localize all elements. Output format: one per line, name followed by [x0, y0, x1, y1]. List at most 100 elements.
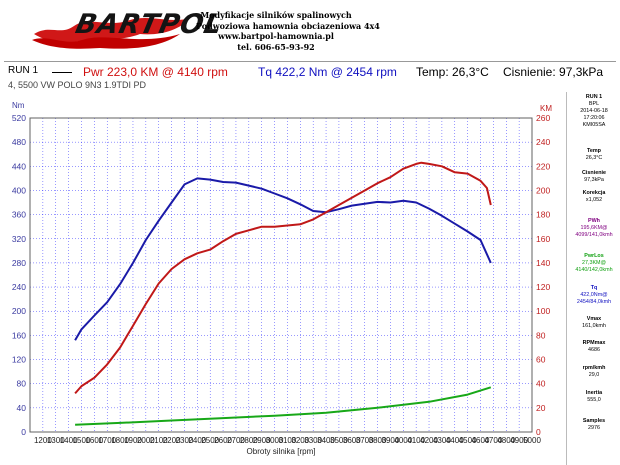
x-tick-label: 3400: [317, 436, 335, 445]
x-tick-label: 2500: [201, 436, 219, 445]
sidebar-stat: RPMmax 4686: [567, 340, 620, 354]
sidebar-stat-value: 26,3°C: [585, 155, 603, 161]
sidebar-stat-value: 161,0kmh: [582, 323, 606, 329]
sidebar-stat-value: 4099/141,0kmh: [575, 232, 613, 238]
sidebar-stat-value: 97,3kPa: [584, 177, 604, 183]
sidebar-stat-value: 29,0: [588, 372, 600, 378]
bartpol-logo: BARTPOL: [30, 6, 226, 52]
x-tick-label: 4600: [472, 436, 490, 445]
x-tick-label: 1300: [47, 436, 65, 445]
left-tick-label: 200: [12, 306, 26, 316]
x-tick-label: 1600: [85, 436, 103, 445]
series-line-tq: [74, 177, 492, 341]
sidebar-stat-value: BPL: [588, 101, 600, 107]
left-tick-label: 0: [21, 427, 26, 437]
right-axis-unit: KM: [540, 104, 552, 113]
temperature-summary: Temp: 26,3°C: [416, 65, 489, 79]
sidebar-stat-value: 2976: [588, 425, 600, 431]
x-tick-label: 2800: [240, 436, 258, 445]
x-tick-label: 4100: [407, 436, 425, 445]
x-tick-label: 4300: [433, 436, 451, 445]
plot-frame: [29, 117, 533, 433]
left-tick-label: 80: [17, 379, 27, 389]
sidebar-stat: Tq 422,0Nm@ 2454/84,0kmh: [567, 285, 620, 306]
sidebar-stat-label: Tq: [590, 285, 598, 291]
sidebar-stat: PwrLos 27,3KM@ 4140/142,0kmh: [567, 253, 620, 274]
x-tick-label: 4700: [484, 436, 502, 445]
sidebar-stat-value: KMI05SA: [582, 122, 606, 128]
sidebar-stat-label: Temp: [587, 148, 601, 154]
torque-summary: Tq 422,2 Nm @ 2454 rpm: [258, 65, 397, 79]
right-tick-label: 160: [536, 234, 550, 244]
sidebar-stat: Temp 26,3°C: [567, 148, 620, 162]
run-summary: RUN 1 Pwr 223,0 KM @ 4140 rpm Tq 422,2 N…: [0, 65, 620, 83]
x-tick-label: 3600: [343, 436, 361, 445]
sidebar-stat-label: PWh: [588, 218, 600, 224]
left-tick-label: 280: [12, 258, 26, 268]
sidebar-stat: rpm/kmh 29,0: [567, 365, 620, 379]
right-tick-label: 60: [536, 355, 546, 365]
pressure-summary: Cisnienie: 97,3kPa: [503, 65, 604, 79]
run-legend-line: [52, 72, 72, 73]
header-divider: [4, 61, 616, 62]
sidebar-stat-value: 4140/142,0kmh: [575, 267, 613, 273]
left-tick-label: 40: [17, 403, 27, 413]
right-tick-label: 180: [536, 210, 550, 220]
x-tick-label: 3300: [304, 436, 322, 445]
left-axis-unit: Nm: [12, 101, 25, 110]
right-tick-label: 20: [536, 403, 546, 413]
sidebar-stat-value: 2014-06-18: [580, 108, 608, 114]
left-tick-label: 240: [12, 282, 26, 292]
x-tick-label: 3900: [382, 436, 400, 445]
sidebar-stat-label: Inertia: [585, 390, 603, 396]
sidebar-stat-label: rpm/kmh: [582, 365, 606, 371]
results-sidebar: RUN 1 BPL 2014-06-18 17:20:06 KMI05SA Temp 26,…: [566, 92, 620, 465]
x-tick-label: 4800: [497, 436, 515, 445]
company-phone: tel. 606-65-93-92: [237, 41, 315, 52]
x-axis-label: Obroty silnika [rpm]: [247, 447, 316, 456]
sidebar-stat-value: 555,0: [587, 397, 601, 403]
sidebar-stat-label: Cisnienie: [582, 170, 606, 176]
right-tick-label: 260: [536, 113, 550, 123]
x-tick-label: 1900: [124, 436, 142, 445]
dyno-chart: Nm KM040801201602002402803203604004404805…: [12, 101, 553, 456]
x-tick-label: 2300: [176, 436, 194, 445]
sidebar-stat-label: RPMmax: [582, 340, 606, 346]
x-tick-label: 4000: [394, 436, 412, 445]
x-tick-label: 3200: [291, 436, 309, 445]
x-tick-label: 3500: [330, 436, 348, 445]
x-tick-label: 2600: [214, 436, 232, 445]
x-tick-label: 3800: [369, 436, 387, 445]
left-tick-label: 520: [12, 113, 26, 123]
right-tick-label: 240: [536, 137, 550, 147]
right-tick-label: 140: [536, 258, 550, 268]
x-tick-label: 3700: [356, 436, 374, 445]
company-line: Modyfikacje silników spalinowych: [200, 10, 352, 20]
left-tick-label: 440: [12, 161, 26, 171]
sidebar-stat-value: 4686: [588, 347, 600, 353]
sidebar-stat: Inertia 555,0: [567, 390, 620, 404]
x-tick-label: 1500: [73, 436, 91, 445]
sidebar-stat-value: 17:20:06: [583, 115, 605, 121]
x-tick-label: 3100: [279, 436, 297, 445]
sidebar-stat-label: PwrLos: [584, 253, 604, 259]
right-tick-label: 0: [536, 427, 541, 437]
sidebar-stat: RUN 1 BPL 2014-06-18 17:20:06 KMI05SA: [567, 94, 620, 129]
flame-icon: [32, 18, 190, 49]
x-tick-label: 2400: [188, 436, 206, 445]
sidebar-stat-value: 195,6KM@: [580, 225, 608, 231]
sidebar-stat-value: 422,0Nm@: [580, 292, 608, 298]
x-tick-label: 1400: [60, 436, 78, 445]
x-tick-label: 5000: [523, 436, 541, 445]
left-tick-label: 360: [12, 210, 26, 220]
series-line-pwr: [74, 161, 492, 395]
right-tick-label: 220: [536, 161, 550, 171]
sidebar-stat: Korekcja x1,052: [567, 190, 620, 204]
sidebar-stat: Cisnienie 97,3kPa: [567, 170, 620, 184]
x-tick-label: 2900: [253, 436, 271, 445]
sidebar-stat: Samples 2976: [567, 418, 620, 432]
x-tick-label: 4900: [510, 436, 528, 445]
right-tick-label: 80: [536, 330, 546, 340]
left-tick-label: 160: [12, 330, 26, 340]
x-tick-label: 3000: [266, 436, 284, 445]
